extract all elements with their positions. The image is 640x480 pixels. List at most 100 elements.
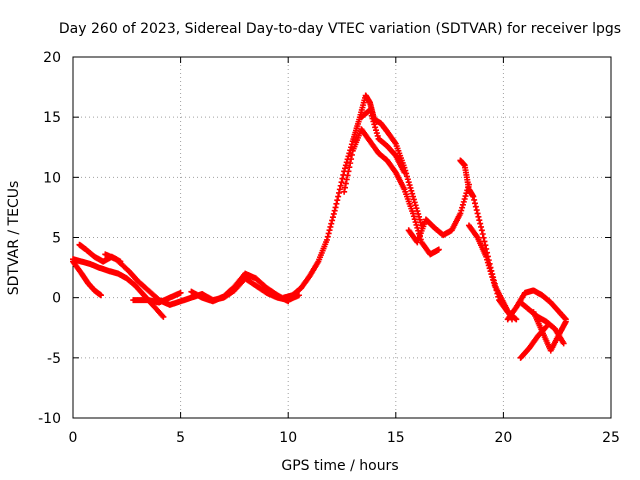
data-point	[325, 230, 332, 237]
data-point	[342, 162, 349, 169]
data-point	[474, 210, 481, 217]
y-tick-label: 10	[43, 170, 61, 186]
y-tick-label: 20	[43, 50, 61, 66]
series-track-k	[457, 157, 520, 323]
data-point	[326, 227, 333, 234]
chart-title: Day 260 of 2023, Sidereal Day-to-day VTE…	[59, 21, 621, 37]
data-point	[409, 190, 416, 197]
data-point	[366, 106, 373, 113]
data-point	[337, 182, 344, 189]
data-point	[410, 193, 417, 200]
data-point	[478, 223, 485, 230]
data-point	[484, 259, 491, 266]
y-tick-label: 15	[43, 110, 61, 126]
data-point	[478, 227, 485, 234]
data-point	[490, 276, 497, 283]
data-point	[347, 160, 354, 167]
data-point	[481, 238, 488, 245]
data-point	[177, 289, 184, 296]
axis-ticks: 0 5 10 15 20 25 -10 -5 0 5 10 15 20	[38, 50, 620, 446]
data-point	[489, 273, 496, 280]
data-point	[345, 168, 352, 175]
data-point	[472, 203, 479, 210]
data-point	[342, 180, 349, 187]
data-point	[477, 220, 484, 227]
data-point	[367, 109, 374, 116]
data-point	[346, 164, 353, 171]
data-point	[342, 165, 349, 172]
data-point	[371, 121, 378, 128]
x-tick-label: 25	[602, 430, 620, 446]
data-point	[459, 204, 466, 211]
series-track-h	[341, 126, 442, 258]
series-track-a	[70, 256, 167, 320]
data-point	[459, 201, 466, 208]
data-point	[411, 199, 418, 206]
data-point	[476, 217, 483, 224]
data-point	[484, 256, 491, 263]
data-point	[480, 234, 487, 241]
data-point	[328, 220, 335, 227]
series-track-c	[70, 258, 104, 299]
data-point	[485, 262, 492, 269]
data-point	[417, 219, 424, 226]
data-point	[483, 253, 490, 260]
data-point	[330, 210, 337, 217]
y-tick-label: -10	[38, 411, 61, 427]
data-point	[329, 217, 336, 224]
series-track-g	[280, 92, 425, 301]
data-point	[373, 130, 380, 137]
x-tick-label: 15	[387, 430, 405, 446]
data-point	[471, 200, 478, 207]
data-point	[416, 213, 423, 220]
data-point	[410, 210, 417, 217]
data-point	[414, 208, 421, 215]
series-track-i	[358, 106, 408, 176]
series-track-m	[504, 287, 569, 323]
y-axis-label: SDTVAR / TECUs	[6, 181, 22, 296]
data-point	[471, 196, 478, 203]
series-track-o	[517, 323, 550, 361]
data-point	[562, 318, 569, 325]
data-point	[332, 204, 339, 211]
data-point	[324, 233, 331, 240]
data-point	[405, 179, 412, 186]
data-point	[373, 127, 380, 134]
data-point	[457, 210, 464, 217]
series-track-l	[465, 222, 516, 323]
data-point	[486, 265, 493, 272]
data-point	[435, 246, 442, 253]
data-point	[479, 231, 486, 238]
series-track-p	[530, 309, 569, 354]
x-tick-label: 0	[69, 430, 78, 446]
data-point	[560, 340, 567, 347]
data-point	[342, 184, 349, 191]
data-point	[413, 221, 420, 228]
data-point	[369, 115, 376, 122]
data-point	[343, 159, 350, 166]
data-point	[488, 271, 495, 278]
data-point	[335, 193, 342, 200]
x-tick-label: 20	[494, 430, 512, 446]
data-point	[407, 184, 414, 191]
data-point	[490, 279, 497, 286]
data-point	[333, 200, 340, 207]
series-track-f	[188, 270, 292, 305]
data-point	[295, 292, 302, 299]
data-point	[404, 176, 411, 183]
data-point	[410, 213, 417, 220]
data-point	[403, 173, 410, 180]
data-point	[343, 176, 350, 183]
x-tick-label: 10	[279, 430, 297, 446]
data-point	[414, 224, 421, 231]
data-point	[336, 186, 343, 193]
y-tick-label: 5	[52, 231, 61, 247]
data-point	[334, 197, 341, 204]
data-point	[543, 323, 550, 330]
data-point	[408, 187, 415, 194]
data-point	[461, 195, 468, 202]
data-point	[410, 196, 417, 203]
x-tick-label: 5	[176, 430, 185, 446]
data-point	[412, 202, 419, 209]
